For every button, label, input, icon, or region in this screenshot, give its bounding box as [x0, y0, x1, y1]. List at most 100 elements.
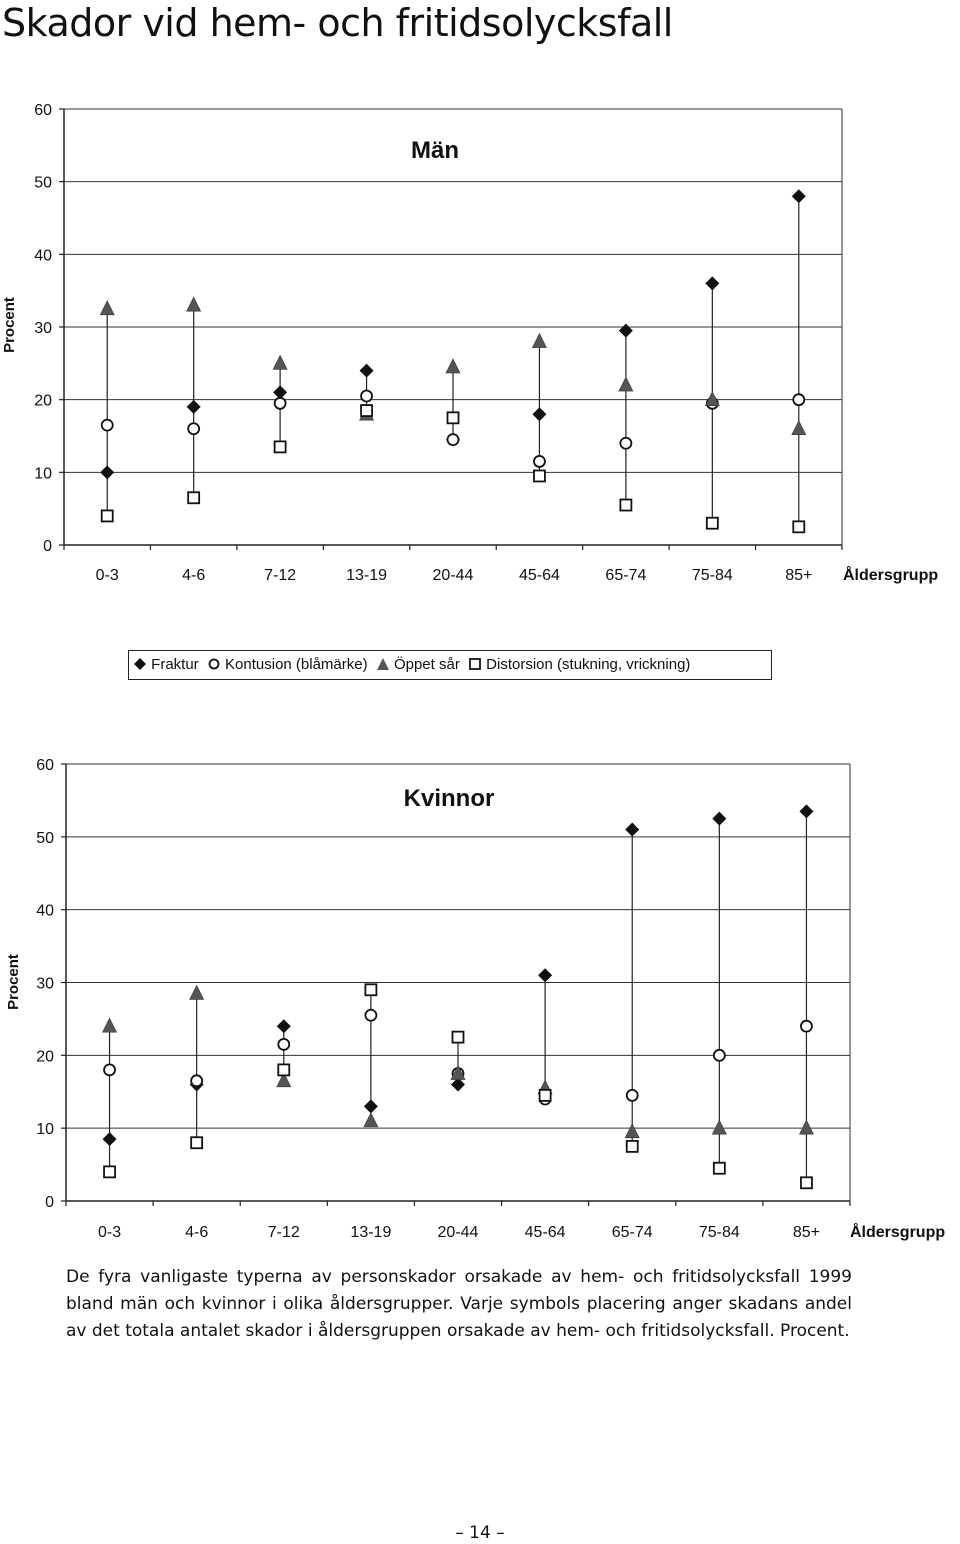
x-tick-label: 4-6: [185, 1224, 208, 1241]
y-tick-label: 10: [36, 1121, 54, 1138]
legend-label-fraktur: Fraktur: [151, 656, 199, 673]
oppet-sar-marker: [618, 376, 634, 392]
x-tick-label: 45-64: [519, 567, 560, 584]
x-tick-label: 85+: [793, 1224, 820, 1241]
diamond-icon: [134, 658, 146, 670]
oppet-sar-marker: [798, 1119, 814, 1135]
fraktur-marker: [538, 968, 553, 983]
y-tick-label: 20: [34, 393, 52, 410]
fraktur-marker: [359, 363, 374, 378]
distorsion-marker: [712, 1161, 726, 1175]
kontusion-marker: [190, 1074, 204, 1088]
x-tick-label: 0-3: [98, 1224, 121, 1241]
chart-title: Kvinnor: [404, 785, 495, 812]
distorsion-marker: [360, 404, 373, 417]
x-tick-label: 13-19: [350, 1224, 391, 1241]
y-tick-label: 50: [34, 175, 52, 192]
kontusion-marker: [277, 1038, 291, 1051]
series-fraktur: [102, 804, 814, 1147]
distorsion-marker: [533, 469, 546, 483]
oppet-sar-marker: [450, 1064, 466, 1080]
gridlines: [61, 763, 850, 1202]
distorsion-marker: [538, 1088, 552, 1102]
kontusion-marker: [712, 1048, 726, 1062]
y-tick-label: 60: [36, 757, 54, 774]
legend-label-kontusion: Kontusion (blåmärke): [225, 656, 368, 673]
oppet-sar-marker: [102, 1017, 118, 1033]
fraktur-marker: [451, 1077, 465, 1092]
distorsion-marker: [103, 1165, 116, 1179]
y-tick-label: 10: [34, 465, 52, 482]
x-tick-label: 4-6: [182, 567, 205, 584]
distorsion-marker: [273, 440, 287, 454]
x-axis-label: Åldersgrupp: [843, 565, 938, 584]
oppet-sar-marker: [272, 354, 288, 370]
fraktur-marker: [186, 399, 201, 414]
series-distorsion: [103, 983, 813, 1190]
fraktur-marker: [799, 804, 814, 819]
fraktur-marker: [712, 811, 727, 826]
chart-man: 0 10 20 30 40 50 60 0-3 4-6 7-12 13-19 20-44 45-64 65…: [1, 102, 938, 584]
kontusion-marker: [800, 1019, 813, 1033]
legend-item-distorsion: Distorsion (stukning, vrickning): [468, 651, 690, 679]
oppet-sar-marker: [276, 1072, 292, 1088]
x-tick-label: 7-12: [268, 1224, 300, 1241]
x-tick-label: 65-74: [612, 1224, 653, 1241]
distorsion-marker: [619, 498, 633, 512]
distorsion-marker: [364, 983, 378, 997]
kontusion-marker: [533, 455, 546, 468]
kontusion-marker: [100, 418, 114, 432]
y-tick-label: 50: [36, 830, 54, 847]
y-tick-label: 0: [43, 538, 52, 555]
kontusion-marker: [619, 436, 633, 450]
oppet-sar-marker: [445, 358, 461, 374]
oppet-sar-marker: [704, 390, 720, 406]
oppet-sar-marker: [363, 1112, 379, 1128]
y-tick-label: 30: [36, 976, 54, 993]
oppet-sar-marker: [189, 984, 205, 1000]
oppet-sar-marker: [99, 300, 115, 316]
fraktur-marker: [618, 323, 633, 338]
fraktur-marker: [276, 1019, 291, 1034]
distorsion-marker: [800, 1176, 813, 1190]
x-tick-label: 0-3: [96, 567, 119, 584]
oppet-sar-marker: [711, 1119, 727, 1135]
square-icon: [469, 658, 481, 670]
distorsion-marker: [190, 1136, 204, 1150]
legend-item-kontusion: Kontusion (blåmärke): [207, 651, 368, 679]
x-tick-label: 45-64: [525, 1224, 566, 1241]
y-tick-label: 40: [34, 247, 52, 264]
fraktur-marker: [532, 407, 547, 422]
legend-label-distorsion: Distorsion (stukning, vrickning): [486, 656, 691, 673]
chart-legend: Fraktur Kontusion (blåmärke) Öppet sår D…: [128, 650, 772, 680]
kontusion-marker: [364, 1008, 378, 1022]
x-tick-label: 7-12: [264, 567, 296, 584]
y-axis-label: Procent: [1, 297, 18, 353]
distorsion-marker: [446, 411, 460, 425]
fraktur-marker: [791, 189, 806, 204]
kontusion-marker: [625, 1088, 639, 1102]
y-tick-label: 60: [34, 102, 52, 119]
fraktur-marker: [363, 1099, 378, 1114]
x-tick-label: 20-44: [433, 567, 474, 584]
kontusion-marker: [360, 389, 373, 403]
kontusion-marker: [103, 1063, 116, 1077]
legend-item-fraktur: Fraktur: [133, 651, 199, 679]
chart-kvinnor: 0 10 20 30 40 50 60 0-3 4-6 7-12 13-19 20-44 45-64 65…: [5, 757, 945, 1241]
circle-icon: [208, 658, 220, 670]
series-kontusion: [100, 389, 806, 468]
x-tick-label: 75-84: [692, 567, 733, 584]
x-tick-label: 65-74: [605, 567, 646, 584]
fraktur-marker: [102, 1132, 117, 1147]
oppet-sar-marker: [186, 296, 202, 312]
kontusion-marker: [187, 422, 201, 436]
oppet-sar-marker: [531, 332, 547, 348]
y-tick-label: 0: [45, 1194, 54, 1211]
kontusion-marker: [273, 396, 287, 410]
series-distorsion: [100, 404, 806, 534]
legend-item-oppet-sar: Öppet sår: [376, 651, 460, 679]
oppet-sar-marker: [624, 1123, 640, 1139]
page-title: Skador vid hem- och fritidsolycksfall: [2, 1, 673, 45]
kontusion-marker: [446, 433, 460, 447]
distorsion-marker: [451, 1030, 465, 1044]
